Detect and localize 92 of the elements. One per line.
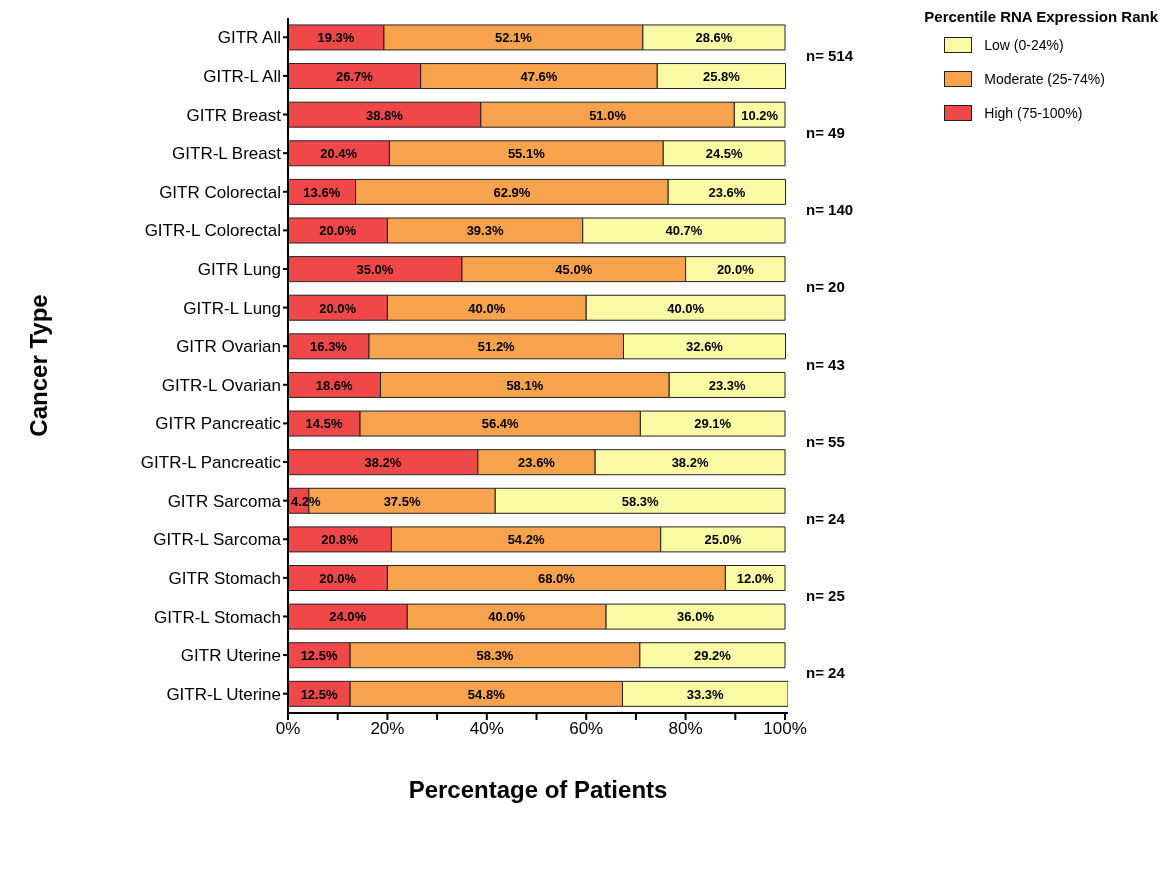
y-tick-label: GITR Uterine bbox=[180, 646, 281, 666]
x-tick-label: 40% bbox=[469, 719, 504, 739]
data-label: 58.3% bbox=[476, 647, 514, 663]
y-tick-label: GITR Stomach bbox=[168, 568, 281, 588]
y-axis-title: Cancer Type bbox=[24, 294, 52, 437]
data-label: 52.1% bbox=[494, 29, 532, 45]
x-tick-label: 60% bbox=[569, 719, 604, 739]
data-label: 32.6% bbox=[686, 338, 723, 354]
data-label: 39.3% bbox=[466, 222, 504, 238]
y-tick-label: GITR Breast bbox=[186, 105, 282, 125]
data-label: 20.0% bbox=[716, 261, 754, 277]
data-label: 38.8% bbox=[365, 107, 403, 123]
x-tick-label: 0% bbox=[275, 719, 301, 739]
data-label: 26.7% bbox=[335, 68, 373, 84]
data-label: 54.2% bbox=[507, 531, 545, 547]
data-label: 40.0% bbox=[667, 300, 705, 316]
data-label: 24.5% bbox=[705, 145, 743, 161]
x-tick-label: 100% bbox=[763, 719, 807, 739]
data-label: 51.0% bbox=[589, 107, 627, 123]
y-tick-label: GITR-L Stomach bbox=[154, 607, 281, 627]
data-label: 37.5% bbox=[383, 493, 421, 509]
y-tick-label: GITR Pancreatic bbox=[155, 414, 282, 434]
data-label: 45.0% bbox=[555, 261, 593, 277]
data-label: 20.4% bbox=[320, 145, 358, 161]
text: n= 24 bbox=[806, 509, 845, 527]
x-tick-label: 80% bbox=[668, 719, 703, 739]
data-label: 25.8% bbox=[702, 68, 740, 84]
data-label: 29.2% bbox=[694, 647, 731, 663]
data-label: 12.5% bbox=[300, 647, 338, 663]
data-label: 38.2% bbox=[364, 454, 402, 470]
y-tick-label: GITR-L Uterine bbox=[166, 684, 281, 704]
data-label: 10.2% bbox=[741, 107, 779, 123]
text: n= 140 bbox=[806, 201, 854, 219]
y-tick-label: GITR Sarcoma bbox=[167, 491, 282, 511]
data-label: 58.1% bbox=[506, 377, 544, 393]
data-label: 20.0% bbox=[319, 222, 357, 238]
data-label: 23.6% bbox=[708, 184, 746, 200]
y-tick-label: GITR-L All bbox=[203, 66, 281, 86]
y-tick-label: GITR-L Breast bbox=[172, 144, 282, 164]
data-label: 68.0% bbox=[537, 570, 575, 586]
data-label: 33.3% bbox=[686, 686, 724, 702]
legend-title: Percentile RNA Expression Rank bbox=[924, 8, 1158, 25]
data-label: 55.1% bbox=[507, 145, 545, 161]
y-tick-label: GITR-L Lung bbox=[183, 298, 281, 318]
legend-label: High (75-100%) bbox=[984, 105, 1083, 121]
y-tick-label: GITR Lung bbox=[197, 260, 281, 280]
text: n= 55 bbox=[806, 432, 845, 450]
text: n= 514 bbox=[806, 46, 854, 64]
y-tick-label: GITR-L Sarcoma bbox=[153, 530, 282, 550]
data-label: 28.6% bbox=[695, 29, 733, 45]
data-label: 13.6% bbox=[303, 184, 341, 200]
x-tick-label: 20% bbox=[370, 719, 405, 739]
data-label: 12.5% bbox=[300, 686, 338, 702]
text: n= 49 bbox=[806, 123, 845, 141]
y-tick-label: GITR-L Colorectal bbox=[144, 221, 281, 241]
data-label: 14.5% bbox=[305, 415, 343, 431]
data-label: 47.6% bbox=[520, 68, 558, 84]
text: n= 25 bbox=[806, 587, 845, 605]
x-axis-title: Percentage of Patients bbox=[408, 776, 668, 803]
y-tick-label: GITR-L Ovarian bbox=[161, 375, 281, 395]
data-label: 16.3% bbox=[310, 338, 347, 354]
data-label: 62.9% bbox=[493, 184, 531, 200]
data-label: 29.1% bbox=[694, 415, 732, 431]
data-label: 58.3% bbox=[621, 493, 659, 509]
y-tick-label: GITR-L Pancreatic bbox=[140, 453, 282, 473]
text: n= 24 bbox=[806, 664, 845, 682]
data-label: 20.8% bbox=[321, 531, 359, 547]
data-label: 36.0% bbox=[677, 608, 714, 624]
data-label: 56.4% bbox=[481, 415, 519, 431]
legend-label: Low (0-24%) bbox=[984, 37, 1064, 53]
data-label: 18.6% bbox=[315, 377, 353, 393]
y-tick-label: GITR Colorectal bbox=[159, 182, 281, 202]
data-label: 35.0% bbox=[356, 261, 394, 277]
data-label: 40.0% bbox=[488, 608, 526, 624]
legend-label: Moderate (25-74%) bbox=[984, 71, 1105, 87]
data-label: 23.3% bbox=[708, 377, 746, 393]
y-tick-label: GITR Ovarian bbox=[176, 337, 281, 357]
data-label: 40.7% bbox=[665, 222, 703, 238]
data-label: 23.6% bbox=[518, 454, 555, 470]
data-label: 20.0% bbox=[319, 570, 357, 586]
data-label: 25.0% bbox=[704, 531, 742, 547]
data-label: 51.2% bbox=[477, 338, 515, 354]
text: n= 20 bbox=[806, 278, 845, 296]
data-label: 20.0% bbox=[319, 300, 357, 316]
data-label: 12.0% bbox=[736, 570, 774, 586]
text: n= 43 bbox=[806, 355, 845, 373]
data-label: 19.3% bbox=[317, 29, 355, 45]
data-label: 40.0% bbox=[468, 300, 506, 316]
y-tick-label: GITR All bbox=[217, 28, 281, 48]
data-label: 24.0% bbox=[329, 608, 367, 624]
data-label: 38.2% bbox=[671, 454, 709, 470]
data-label: 54.8% bbox=[467, 686, 505, 702]
